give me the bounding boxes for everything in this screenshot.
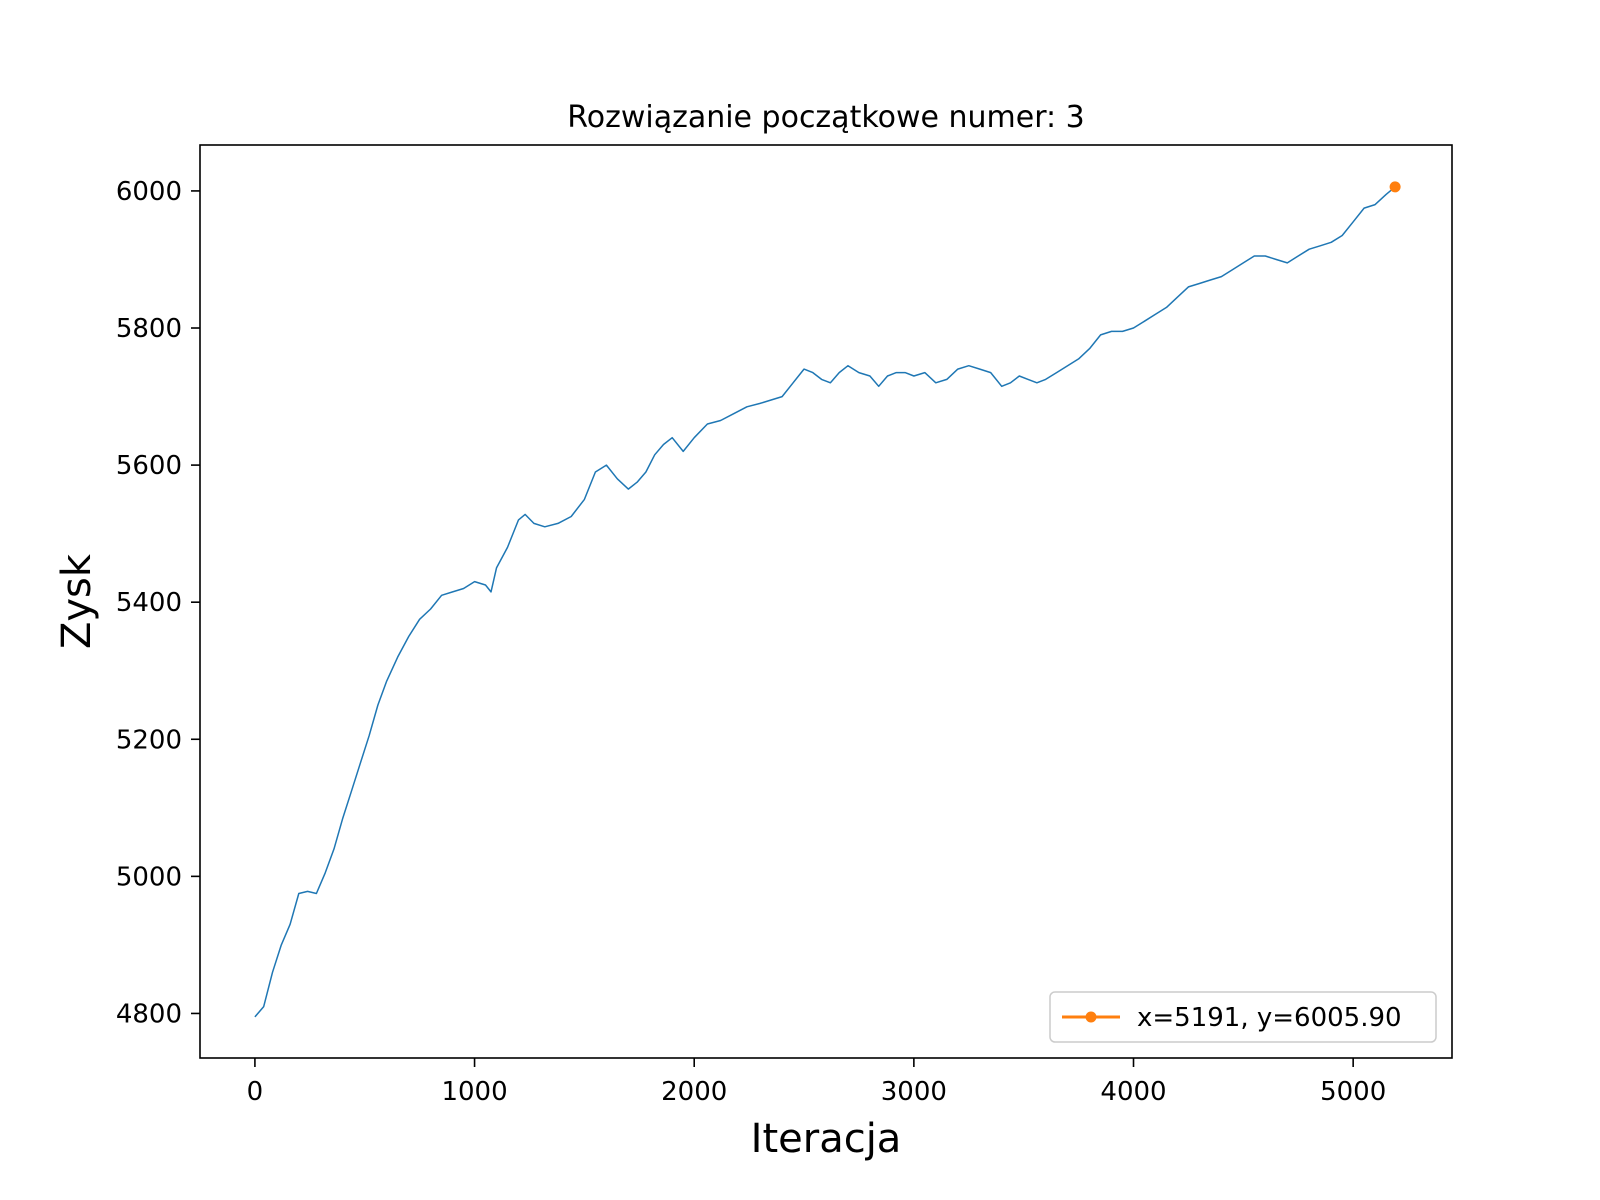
x-axis-label: Iteracja (751, 1116, 902, 1162)
x-tick-label: 1000 (441, 1077, 507, 1107)
legend-marker-swatch (1085, 1011, 1097, 1023)
legend-box (1049, 991, 1437, 1043)
y-tick-label: 5200 (116, 725, 182, 755)
y-tick-label: 5600 (116, 451, 182, 481)
y-axis-label: Zysk (54, 553, 100, 649)
x-tick-label: 4000 (1100, 1077, 1166, 1107)
x-tick-label: 2000 (661, 1077, 727, 1107)
y-tick-label: 6000 (116, 177, 182, 207)
x-axis-ticks: 0 1000 2000 3000 4000 5000 (247, 1058, 1386, 1107)
chart-title: Rozwiązanie początkowe numer: 3 (567, 100, 1085, 135)
x-tick-label: 0 (247, 1077, 264, 1107)
x-tick-label: 5000 (1320, 1077, 1386, 1107)
series-line (254, 186, 1396, 1018)
legend-label: x=5191, y=6005.90 (1137, 1003, 1402, 1033)
y-tick-label: 5800 (116, 314, 182, 344)
y-tick-label: 5400 (116, 588, 182, 618)
marker-layer (1389, 181, 1401, 193)
last-point-marker (1389, 181, 1401, 193)
series-layer (254, 186, 1396, 1018)
legend: x=5191, y=6005.90 (1049, 991, 1437, 1043)
y-tick-label: 5000 (116, 862, 182, 892)
y-tick-label: 4800 (116, 999, 182, 1029)
x-tick-label: 3000 (881, 1077, 947, 1107)
y-axis-ticks: 4800 5000 5200 5400 5600 5800 6000 (116, 177, 200, 1029)
